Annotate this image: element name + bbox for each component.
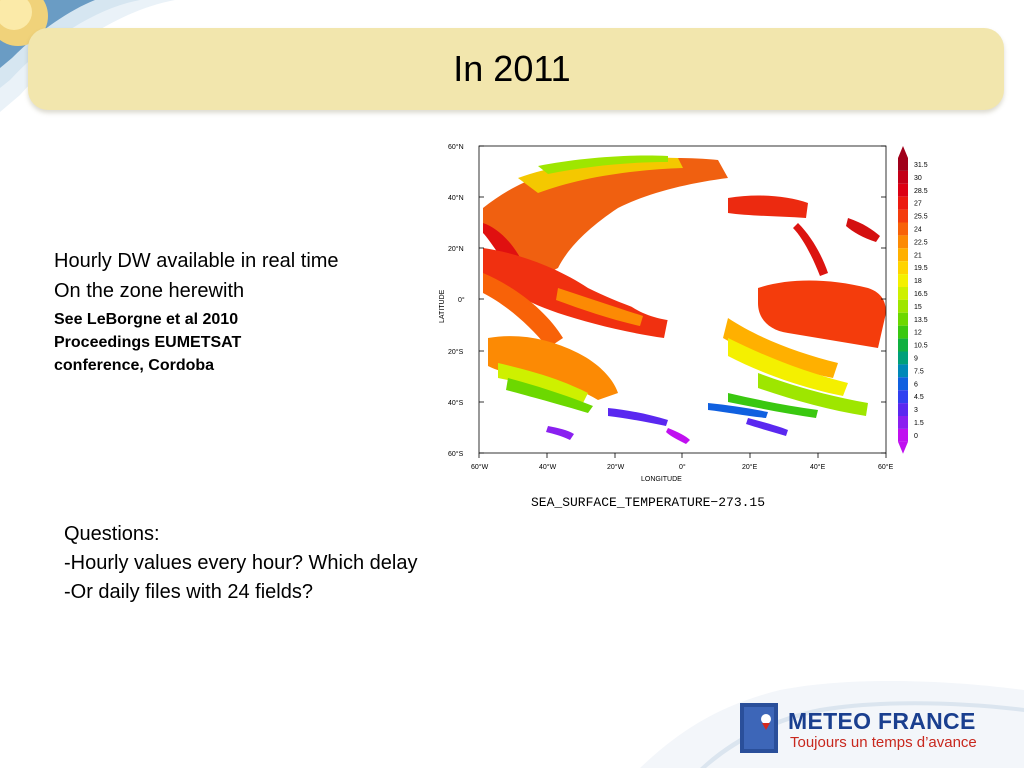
colorbar-label: 3 [914, 407, 918, 414]
reference-line-3: conference, Cordoba [54, 357, 215, 374]
lat-tick-label: 20°N [448, 245, 464, 253]
colorbar-label: 6 [914, 381, 918, 388]
colorbar-swatch [898, 235, 908, 249]
lat-tick-label: 0° [458, 296, 465, 304]
lon-tick-label: 0° [679, 463, 686, 471]
colorbar-swatch [898, 416, 908, 429]
colorbar-swatch [898, 351, 908, 365]
x-axis-title: LONGITUDE [641, 476, 682, 483]
colorbar-label: 22.5 [914, 239, 928, 246]
reference-line-1: See LeBorgne et al 2010 [54, 311, 239, 328]
colorbar-label: 10.5 [914, 343, 928, 350]
lat-tick-label: 40°N [448, 194, 464, 202]
colorbar-swatch [898, 325, 908, 339]
colorbar-label: 25.5 [914, 214, 928, 221]
colorbar-swatch [898, 274, 908, 287]
reference-line-2: Proceedings EUMETSAT [54, 334, 242, 351]
lon-tick-label: 60°E [878, 463, 894, 471]
lat-tick-label: 40°S [448, 399, 464, 407]
info-line-1: Hourly DW available in real time [54, 250, 339, 272]
colorbar-label: 16.5 [914, 291, 928, 298]
colorbar-swatch [898, 183, 908, 197]
question-2: -Or daily files with 24 fields? [64, 581, 313, 603]
colorbar-swatch [898, 209, 908, 223]
colorbar-swatch [898, 299, 908, 313]
colorbar-label: 1.5 [914, 420, 924, 427]
info-line-2: On the zone herewith [54, 280, 245, 302]
colorbar-label: 28.5 [914, 188, 928, 195]
colorbar-swatch [898, 312, 908, 326]
title-bar [28, 28, 1004, 110]
lon-tick-label: 40°W [539, 463, 557, 471]
lat-tick-label: 60°S [448, 450, 464, 458]
logo-emblem-icon [740, 703, 778, 753]
colorbar-label: 12 [914, 330, 922, 337]
colorbar-swatch [898, 261, 908, 275]
colorbar-label: 13.5 [914, 317, 928, 324]
map-caption: SEA_SURFACE_TEMPERATURE−273.15 [531, 495, 765, 510]
lat-tick-label: 60°N [448, 143, 464, 151]
lon-tick-label: 20°E [742, 463, 758, 471]
colorbar-swatch [898, 377, 908, 391]
lat-tick-label: 20°S [448, 348, 464, 356]
meteo-france-logo [738, 700, 1000, 758]
question-1: -Hourly values every hour? Which delay [64, 552, 418, 574]
colorbar-swatch [898, 248, 908, 262]
colorbar-swatch [898, 222, 908, 236]
questions-heading: Questions: [64, 523, 160, 545]
colorbar-swatch [898, 428, 908, 442]
colorbar-label: 19.5 [914, 265, 928, 272]
colorbar-swatch [898, 390, 908, 404]
colorbar-swatch [898, 170, 908, 184]
colorbar-swatch [898, 364, 908, 378]
colorbar-label: 0 [914, 433, 918, 440]
colorbar-label: 31.5 [914, 162, 928, 169]
colorbar-label: 9 [914, 356, 918, 363]
logo-name: METEO FRANCE [788, 708, 976, 734]
slide-title: In 2011 [453, 48, 571, 89]
colorbar: 31.53028.52725.52422.52119.51816.51513.5… [898, 146, 928, 454]
colorbar-label: 15 [914, 304, 922, 311]
colorbar-bottom-arrow [898, 441, 908, 454]
map-frame [478, 145, 887, 454]
logo-tagline: Toujours un temps d’avance [790, 734, 977, 751]
lon-tick-label: 40°E [810, 463, 826, 471]
colorbar-label: 4.5 [914, 394, 924, 401]
colorbar-label: 21 [914, 252, 922, 259]
colorbar-swatch [898, 403, 908, 416]
colorbar-label: 18 [914, 278, 922, 285]
sst-map-figure: 60°N 40°N 20°N 0° 20°S 40°S 60°S 60°W 40… [439, 143, 928, 510]
colorbar-swatch [898, 338, 908, 352]
y-axis-title: LATITUDE [439, 289, 446, 323]
lon-tick-label: 60°W [471, 463, 489, 471]
colorbar-swatch [898, 158, 908, 171]
colorbar-swatch [898, 196, 908, 210]
sst-field [483, 155, 886, 444]
lon-tick-label: 20°W [607, 463, 625, 471]
colorbar-label: 24 [914, 227, 922, 234]
colorbar-label: 27 [914, 201, 922, 208]
colorbar-label: 30 [914, 175, 922, 182]
colorbar-label: 7.5 [914, 368, 924, 375]
colorbar-top-arrow [898, 146, 908, 158]
colorbar-swatch [898, 287, 908, 300]
